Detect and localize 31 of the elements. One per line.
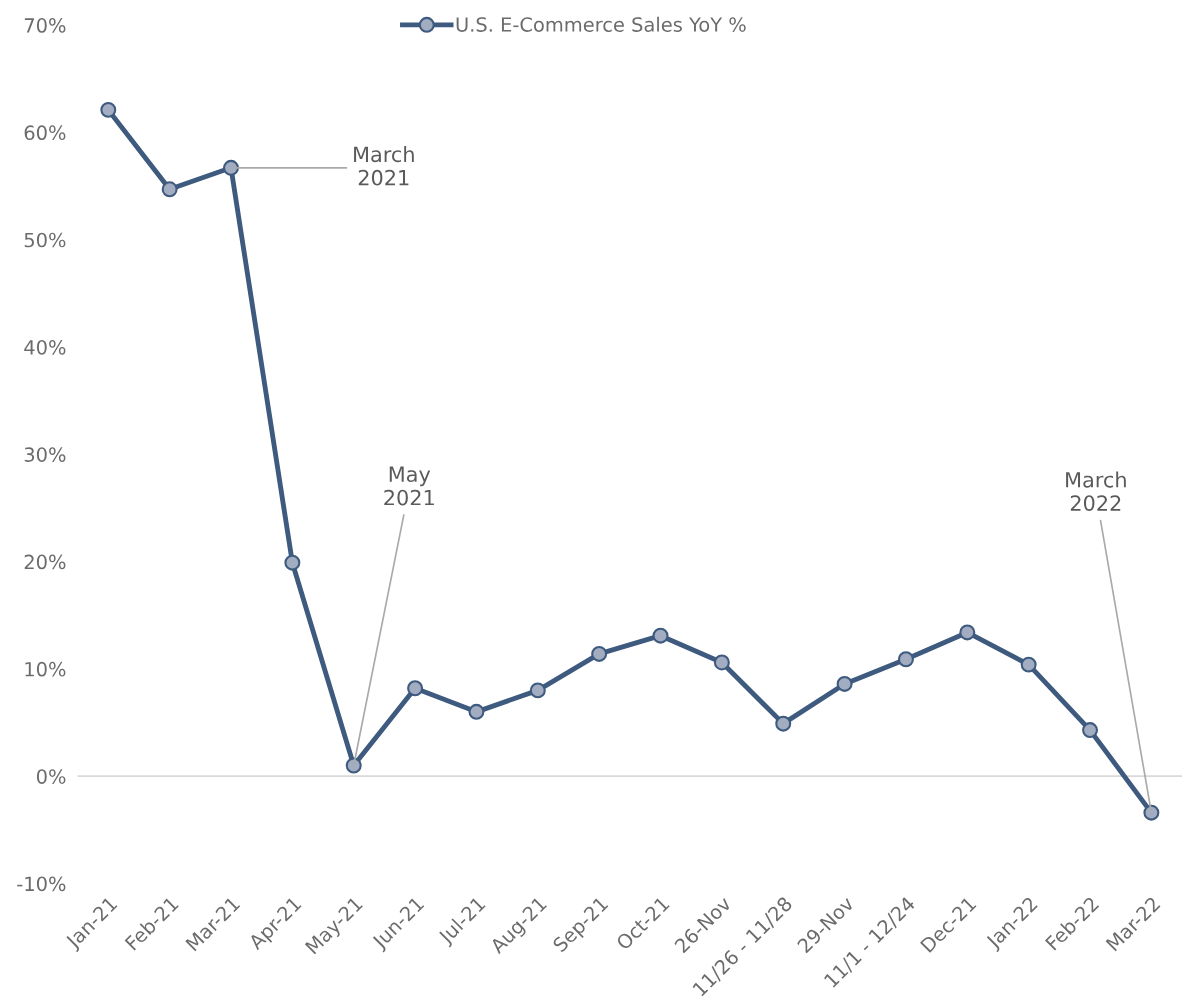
point xyxy=(1082,722,1099,739)
annotation: March 2021 xyxy=(354,146,414,186)
y-tick-label: 50% xyxy=(24,232,66,248)
y-tick-label: 60% xyxy=(24,125,66,141)
point xyxy=(284,554,301,571)
point xyxy=(223,159,239,176)
point xyxy=(652,627,669,644)
annotation: May 2021 xyxy=(384,466,434,506)
y-tick-label: 10% xyxy=(25,661,66,677)
y-tick-label: 0% xyxy=(36,769,66,784)
y-tick-label: 40% xyxy=(24,339,66,355)
y-tick-label: 70% xyxy=(24,18,66,33)
y-tick-label: -10% xyxy=(17,876,66,892)
annotation: March 2022 xyxy=(1066,471,1126,511)
y-tick-label: 20% xyxy=(24,554,66,570)
point xyxy=(1020,656,1037,673)
point xyxy=(897,651,914,668)
point xyxy=(775,715,792,732)
point xyxy=(1143,804,1160,821)
point xyxy=(161,181,178,198)
y-tick-label: 30% xyxy=(24,447,66,462)
point xyxy=(529,682,546,699)
point xyxy=(959,624,976,641)
legend-label: U.S. E-Commerce Sales YoY % xyxy=(456,16,746,32)
point xyxy=(468,703,485,720)
point xyxy=(345,757,362,774)
point xyxy=(407,680,424,697)
point xyxy=(836,675,853,692)
point xyxy=(713,654,730,671)
point xyxy=(100,101,117,118)
point xyxy=(591,645,608,662)
